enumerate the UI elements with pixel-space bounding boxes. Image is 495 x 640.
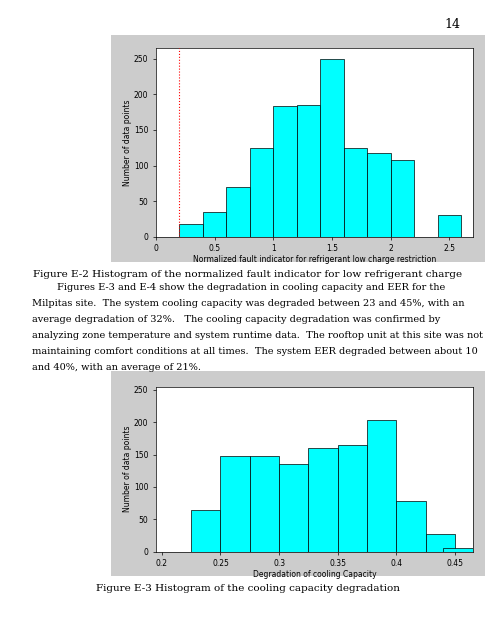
Bar (273, 106, 297, 237)
Bar (438, 216, 461, 237)
Bar (426, 534, 455, 552)
Text: Figure E-2 Histogram of the normalized fault indicator for low refrigerant charg: Figure E-2 Histogram of the normalized f… (33, 270, 462, 279)
X-axis label: Degradation of cooling Capacity: Degradation of cooling Capacity (252, 570, 376, 579)
Text: average degradation of 32%.   The cooling capacity degradation was confirmed by: average degradation of 32%. The cooling … (32, 315, 441, 324)
X-axis label: Normalized fault indicator for refrigerant low charge restriction: Normalized fault indicator for refrigera… (193, 255, 436, 264)
Bar (367, 153, 391, 237)
Text: maintaining comfort conditions at all times.  The system EER degraded between ab: maintaining comfort conditions at all ti… (32, 347, 478, 356)
Y-axis label: Number of data points: Number of data points (123, 426, 132, 513)
Bar (220, 456, 250, 552)
Bar (250, 456, 279, 552)
Bar (320, 59, 344, 237)
Bar (226, 187, 250, 237)
Text: Milpitas site.  The system cooling capacity was degraded between 23 and 45%, wit: Milpitas site. The system cooling capaci… (32, 299, 465, 308)
Bar (203, 212, 226, 237)
Bar (444, 548, 473, 552)
Text: Figure E-3 Histogram of the cooling capacity degradation: Figure E-3 Histogram of the cooling capa… (96, 584, 399, 593)
Text: Figures E-3 and E-4 show the degradation in cooling capacity and EER for the: Figures E-3 and E-4 show the degradation… (32, 283, 446, 292)
Bar (344, 148, 367, 237)
Text: 14: 14 (445, 18, 460, 31)
Bar (250, 148, 273, 237)
Bar (191, 509, 220, 552)
Bar (297, 105, 320, 237)
Bar (367, 420, 396, 552)
Bar (396, 501, 426, 552)
Bar (338, 445, 367, 552)
Bar (391, 160, 414, 237)
Bar (308, 448, 338, 552)
Bar (179, 224, 203, 237)
Text: and 40%, with an average of 21%.: and 40%, with an average of 21%. (32, 363, 201, 372)
Text: analyzing zone temperature and system runtime data.  The rooftop unit at this si: analyzing zone temperature and system ru… (32, 331, 483, 340)
Y-axis label: Number of data points: Number of data points (123, 99, 132, 186)
Bar (279, 464, 308, 552)
